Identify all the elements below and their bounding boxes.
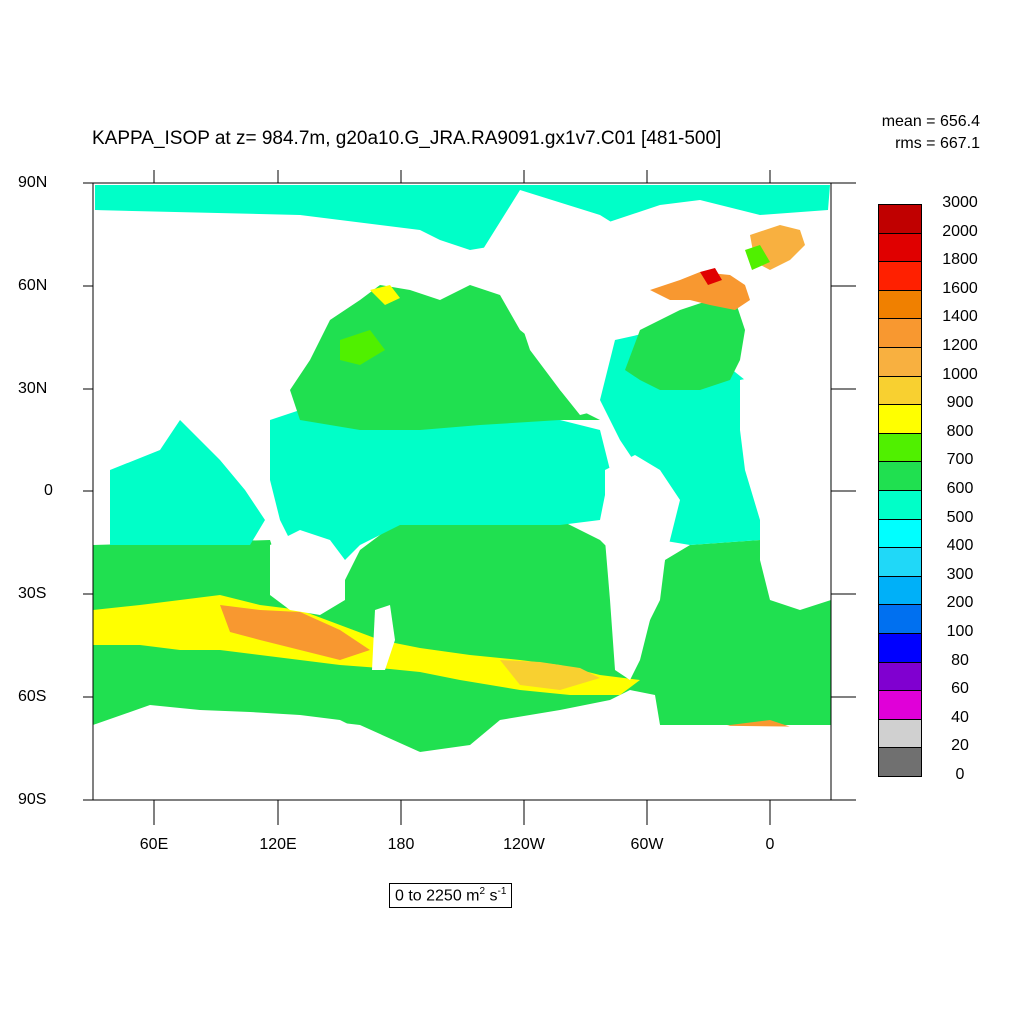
north-america	[470, 190, 650, 415]
colorbar-level-label: 0	[955, 766, 965, 783]
colorbar-swatch	[878, 232, 922, 262]
colorbar-level-label: 1600	[942, 279, 978, 297]
colorbar-level-label: 2000	[942, 222, 978, 240]
colorbar-level-label: 1400	[942, 308, 978, 326]
lat-label-90n: 90N	[18, 174, 48, 191]
colorbar-swatch	[878, 632, 922, 662]
colorbar-swatch	[878, 690, 922, 719]
lon-label-120w: 120W	[503, 836, 545, 853]
gulf-stream	[650, 272, 750, 310]
axis-ticks	[83, 170, 856, 825]
colorbar-swatch	[878, 604, 922, 633]
colorbar-swatch	[878, 518, 922, 548]
range-sup1: 2	[479, 886, 486, 897]
lat-label-60s: 60S	[18, 688, 47, 705]
colorbar-swatch	[878, 461, 922, 490]
colorbar-level-label: 100	[946, 623, 974, 640]
lat-label-60n: 60N	[18, 277, 48, 294]
colorbar-level-label: 700	[946, 451, 974, 469]
arctic-ocean	[95, 185, 830, 250]
north-pacific	[290, 285, 600, 430]
range-sup2: -1	[497, 886, 507, 897]
pacific-tropics	[270, 400, 610, 560]
acc-core	[220, 605, 370, 660]
colorbar-swatch	[878, 289, 922, 319]
colorbar-swatch	[878, 204, 922, 233]
colorbar-swatch	[878, 432, 922, 462]
colorbar-swatch	[878, 661, 922, 691]
mean-stat: mean = 656.4	[881, 113, 980, 130]
north-pacific-high	[340, 330, 385, 365]
plot-title: KAPPA_ISOP at z= 984.7m, g20a10.G_JRA.RA…	[92, 128, 722, 149]
africa	[740, 370, 831, 610]
colorbar-swatch	[878, 318, 922, 347]
south-america	[605, 455, 680, 680]
colorbar-swatch	[878, 489, 922, 519]
colorbar-swatch	[878, 547, 922, 576]
colorbar-level-label: 20	[951, 737, 969, 755]
colorbar-level-label: 300	[946, 565, 974, 583]
eurasia	[93, 210, 400, 440]
antarctica	[93, 700, 831, 800]
colorbar-level-label: 500	[946, 508, 974, 526]
lon-label-60e: 60E	[139, 836, 169, 853]
gulf-stream-peak	[700, 268, 722, 285]
range-prefix: 0 to 2250 m	[395, 887, 480, 905]
north-atlantic	[625, 300, 745, 390]
acc-core-south-pacific	[500, 660, 600, 690]
colorbar-level-label: 60	[951, 680, 969, 698]
indian-ocean-south	[93, 545, 275, 600]
range-label: 0 to 2250 m2 s-1	[389, 883, 513, 909]
colorbar-level-label: 400	[946, 537, 974, 555]
australia	[270, 530, 345, 615]
colorbar-swatch	[878, 375, 922, 405]
colorbar-level-label: 3000	[942, 194, 978, 211]
colorbar-level-label: 1200	[942, 337, 978, 354]
new-zealand	[372, 605, 395, 670]
kuroshio-tongue	[370, 285, 400, 305]
lon-label-120e: 120E	[259, 836, 297, 853]
colorbar-level-label: 1800	[942, 251, 978, 269]
range-mid: s	[485, 887, 498, 905]
indian-ocean	[110, 420, 265, 545]
lat-label-30s: 30S	[18, 585, 47, 602]
colorbar-swatch	[878, 404, 922, 433]
colorbar-level-label: 40	[951, 708, 969, 726]
lat-label-30n: 30N	[18, 380, 48, 397]
nordic-seas-green	[745, 245, 770, 270]
colorbar-level-label: 200	[946, 594, 974, 612]
colorbar-level-label: 600	[946, 480, 974, 497]
rms-stat: rms = 667.1	[895, 135, 980, 152]
colorbar-level-label: 80	[951, 651, 969, 669]
colorbar-level-label: 800	[946, 422, 974, 440]
colorbar-swatch	[878, 575, 922, 605]
colorbar-swatch	[878, 261, 922, 290]
lon-label-60w: 60W	[630, 836, 664, 853]
lon-label-0: 0	[765, 836, 775, 853]
lat-label-90s: 90S	[18, 791, 47, 808]
colorbar-swatch	[878, 346, 922, 376]
lat-label-0: 0	[44, 482, 53, 499]
lon-label-180: 180	[387, 836, 415, 853]
colorbar-swatch	[878, 718, 922, 748]
colorbar	[878, 204, 922, 777]
colorbar-level-label: 1000	[942, 365, 978, 383]
colorbar-level-label: 900	[946, 394, 974, 412]
colorbar-swatch	[878, 747, 922, 777]
